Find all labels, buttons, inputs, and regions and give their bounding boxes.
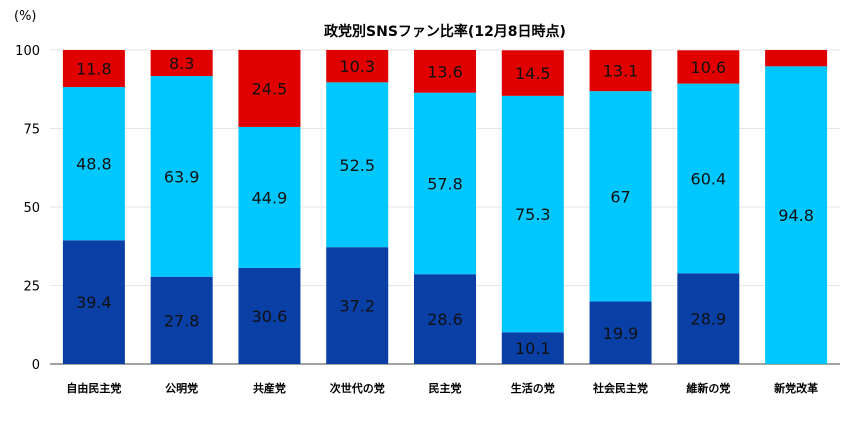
bar-segment: [150, 50, 213, 77]
x-category-label: 次世代の党: [330, 381, 385, 395]
bar-segment: [501, 95, 564, 333]
data-label: 10.3: [339, 57, 375, 76]
bar-segment: [589, 301, 652, 364]
bar-segment: [238, 267, 301, 364]
bar-segment: [238, 50, 301, 127]
data-label: 14.5: [515, 64, 551, 83]
data-label: 28.6: [427, 310, 463, 329]
y-tick-label: 75: [23, 123, 40, 138]
data-label: 19.9: [603, 324, 639, 343]
y-axis-ticks: 0 25 50 75 100: [15, 44, 40, 373]
bar-segment: [589, 91, 652, 302]
bar-segment: [238, 126, 301, 268]
bar-segment: [62, 87, 125, 241]
x-category-label: 民主党: [429, 381, 462, 395]
data-label: 13.1: [603, 62, 639, 81]
bar-segment: [326, 247, 389, 364]
data-labels: 39.4 48.8 11.8 27.8 63.9 8.3 30.6 44.9 24.5 37.2 5…: [76, 54, 814, 358]
data-label: 48.8: [76, 155, 112, 174]
x-category-label: 維新の党: [686, 381, 730, 395]
bar-segment: [326, 50, 389, 83]
x-axis-labels: 自由民主党 公明党 共産党 次世代の党 民主党 生活の党 社会民主党 維新の党 新党改革: [66, 381, 818, 395]
data-label: 44.9: [252, 188, 288, 207]
data-label: 11.8: [76, 60, 112, 79]
chart-title: 政党別SNSファン比率(12月8日時点): [324, 23, 566, 40]
bar-segment: [414, 50, 476, 93]
data-label: 37.2: [339, 297, 375, 316]
bar-segment: [677, 83, 740, 274]
x-category-label: 共産党: [253, 381, 286, 395]
x-category-label: 新党改革: [774, 381, 818, 395]
bar-segment: [589, 50, 652, 92]
bar-segment: [62, 240, 125, 364]
y-tick-label: 0: [32, 358, 40, 373]
x-category-label: 生活の党: [511, 381, 555, 395]
x-category-label: 自由民主党: [66, 381, 121, 395]
bar-segment: [677, 273, 740, 364]
bar-segment: [62, 50, 125, 88]
data-label: 52.5: [339, 156, 375, 175]
data-label: 10.6: [691, 58, 727, 77]
bar-segment: [414, 92, 476, 275]
y-tick-label: 25: [23, 280, 40, 295]
data-label: 57.8: [427, 174, 463, 193]
bar-segment: [414, 274, 476, 364]
bar-segment: [765, 66, 828, 364]
y-axis-unit: (%): [14, 9, 37, 24]
bar-segment: [150, 76, 213, 277]
y-tick-label: 50: [23, 201, 40, 216]
bar-segment: [501, 332, 564, 364]
bar-segment: [765, 50, 828, 67]
bar-segment: [326, 82, 389, 248]
data-label: 67: [610, 187, 630, 206]
data-label: 8.3: [169, 54, 194, 73]
bar-segment: [677, 50, 740, 84]
data-label: 24.5: [252, 79, 288, 98]
data-label: 13.6: [427, 62, 463, 81]
data-label: 39.4: [76, 293, 112, 312]
data-label: 94.8: [778, 206, 814, 225]
data-label: 10.1: [515, 339, 551, 358]
bars: [62, 50, 828, 364]
y-tick-label: 100: [15, 44, 40, 59]
x-category-label: 社会民主党: [592, 381, 648, 395]
data-label: 63.9: [164, 167, 200, 186]
data-label: 60.4: [691, 169, 727, 188]
data-label: 28.9: [691, 310, 727, 329]
bar-segment: [150, 276, 213, 364]
x-category-label: 公明党: [165, 381, 198, 395]
bar-segment: [501, 50, 564, 96]
data-label: 27.8: [164, 311, 200, 330]
data-label: 30.6: [252, 307, 288, 326]
data-label: 75.3: [515, 205, 551, 224]
